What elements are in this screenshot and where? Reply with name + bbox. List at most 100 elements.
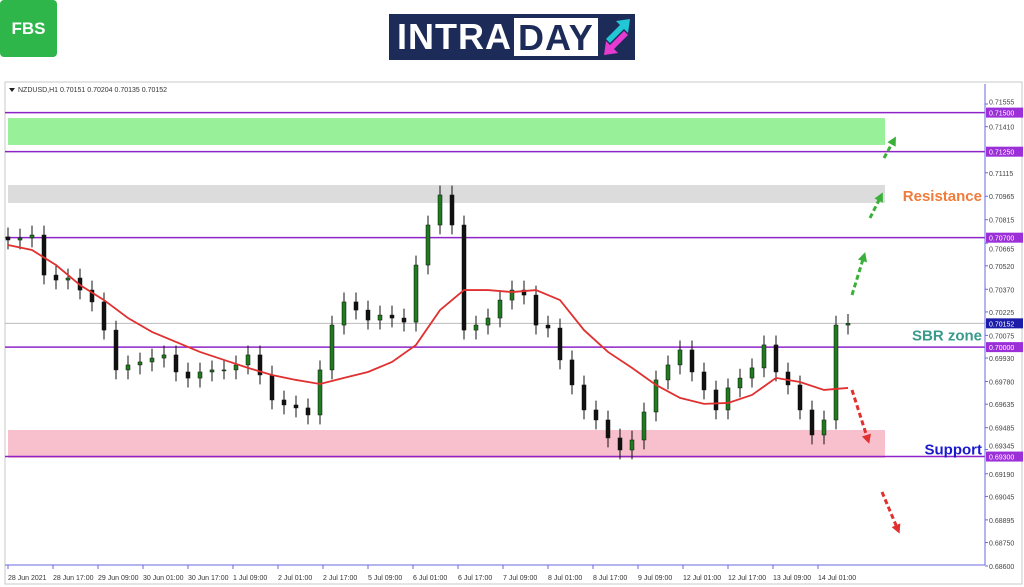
candle: [197, 371, 203, 379]
y-tick-label: 0.69930: [989, 356, 1014, 363]
level-label: 0.70700: [989, 236, 1014, 243]
level-label-bg: [986, 451, 1023, 462]
x-tick-label: 8 Jul 01:00: [548, 575, 582, 582]
candle: [581, 384, 587, 411]
candle: [101, 301, 107, 331]
candle: [749, 367, 755, 379]
candle: [569, 359, 575, 386]
candle: [545, 324, 551, 329]
candle: [557, 327, 563, 361]
candle: [317, 369, 323, 416]
current-price-label-bg: [986, 318, 1023, 329]
candle: [473, 324, 479, 331]
x-tick-label: 29 Jun 09:00: [98, 575, 139, 582]
candle: [425, 224, 431, 266]
y-tick-label: 0.70370: [989, 287, 1014, 294]
arrow-head-icon: [861, 433, 871, 444]
intraday-logo-left: INTRA: [397, 16, 512, 57]
dashed-arrow: [880, 491, 900, 531]
candle: [29, 234, 35, 239]
candle: [593, 409, 599, 421]
fbs-logo-text: FBS: [11, 18, 46, 38]
x-tick-label: 7 Jul 09:00: [503, 575, 537, 582]
candle: [797, 384, 803, 411]
candle: [137, 361, 143, 366]
level-label: 0.71250: [989, 150, 1014, 157]
y-tick-label: 0.69780: [989, 380, 1014, 387]
candle: [509, 289, 515, 301]
y-tick-label: 0.71555: [989, 100, 1014, 107]
candle: [653, 379, 659, 413]
current-price-label: 0.70152: [989, 321, 1014, 328]
candle: [437, 194, 443, 226]
arrow-head-icon: [891, 523, 901, 534]
y-tick-label: 0.70520: [989, 264, 1014, 271]
candle: [41, 234, 47, 276]
arrow-head-icon: [857, 252, 868, 263]
candle: [89, 289, 95, 303]
dashed-arrow: [850, 389, 870, 441]
y-tick-label: 0.69345: [989, 444, 1014, 451]
y-tick-label: 0.69635: [989, 402, 1014, 409]
candle: [125, 364, 131, 371]
x-tick-label: 2 Jul 01:00: [278, 575, 312, 582]
candle: [533, 294, 539, 326]
y-tick-label: 0.68600: [989, 564, 1014, 571]
candle: [605, 419, 611, 439]
candle: [53, 274, 59, 281]
level-label: 0.69300: [989, 455, 1014, 462]
candle: [305, 407, 311, 416]
candle: [365, 309, 371, 321]
candle: [845, 323, 851, 326]
x-tick-label: 6 Jul 17:00: [458, 575, 492, 582]
candle: [713, 389, 719, 411]
x-tick-label: 1 Jul 09:00: [233, 575, 267, 582]
candle: [209, 369, 215, 373]
candle: [149, 357, 155, 363]
fbs-logo: FBS: [0, 0, 57, 57]
y-tick-label: 0.69485: [989, 426, 1014, 433]
candle: [461, 224, 467, 331]
candle: [413, 264, 419, 323]
y-tick-label: 0.68750: [989, 541, 1014, 548]
x-tick-label: 30 Jun 17:00: [188, 575, 229, 582]
candle: [665, 364, 671, 381]
projection-arrows: [850, 136, 901, 534]
y-tick-label: 0.71115: [989, 171, 1013, 178]
annotation-sbr-zone: SBR zone: [912, 327, 982, 344]
y-tick-label: 0.70965: [989, 194, 1014, 201]
candle: [65, 277, 71, 281]
annotation-resistance: Resistance: [903, 188, 982, 205]
candle: [293, 404, 299, 409]
level-label: 0.70000: [989, 345, 1014, 352]
candle: [617, 437, 623, 451]
candle: [677, 349, 683, 366]
y-tick-label: 0.70225: [989, 310, 1014, 317]
candle: [185, 371, 191, 379]
x-tick-label: 2 Jul 17:00: [323, 575, 357, 582]
candle: [161, 354, 167, 359]
arrow-head-icon: [874, 192, 883, 203]
moving-average-line: [7, 244, 849, 405]
x-tick-label: 8 Jul 17:00: [593, 575, 627, 582]
x-tick-label: 14 Jul 01:00: [818, 575, 856, 582]
level-label-bg: [986, 342, 1023, 353]
x-tick-label: 13 Jul 09:00: [773, 575, 811, 582]
candle: [341, 301, 347, 326]
chart-frame: [4, 81, 1023, 585]
candle: [329, 324, 335, 371]
y-tick-label: 0.70665: [989, 247, 1014, 254]
x-tick-label: 12 Jul 17:00: [728, 575, 766, 582]
level-label-bg: [986, 146, 1023, 157]
candle: [809, 409, 815, 436]
candle: [17, 237, 23, 241]
y-tick-label: 0.71410: [989, 125, 1014, 132]
arrow-head-icon: [887, 136, 896, 147]
candle: [737, 377, 743, 389]
candle: [629, 439, 635, 451]
y-tick-label: 0.69045: [989, 494, 1014, 501]
symbol-dropdown-icon[interactable]: [9, 88, 15, 92]
candle: [233, 364, 239, 371]
candle: [401, 317, 407, 323]
